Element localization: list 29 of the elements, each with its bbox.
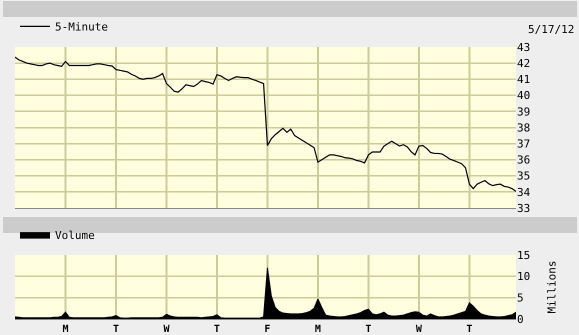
y-tick-label: 15 [517,248,530,262]
x-tick-label: T [112,324,119,335]
y-tick-label: 39 [517,105,530,118]
x-tick-label: F [264,324,270,335]
x-tick-label: W [416,324,423,335]
y-tick-label: 5 [517,292,524,305]
x-tick-label: M [314,324,321,335]
y-tick-label: 43 [517,40,530,54]
y-tick-label: 38 [517,121,530,134]
y-tick-label: 42 [517,56,530,70]
y-axis-title: Millions [545,260,558,314]
x-tick-label: T [365,324,372,335]
y-tick-label: 40 [517,89,530,102]
y-tick-label: 10 [517,270,530,284]
line-series [15,56,516,192]
x-tick-label: T [214,324,220,335]
legend-label: Volume [55,228,95,242]
y-tick-label: 33 [517,202,530,215]
x-tick-label: M [62,324,69,335]
x-tick-label: W [163,324,170,335]
text: 5/17/12 [528,23,574,36]
legend-label: 5-Minute [55,20,108,34]
y-tick-label: 36 [517,154,530,167]
y-tick-label: 37 [517,137,530,150]
y-tick-label: 41 [517,73,530,86]
x-tick-label: T [466,324,472,335]
y-tick-label: 0 [517,312,524,326]
y-tick-label: 35 [517,170,530,183]
y-tick-label: 34 [517,186,531,199]
